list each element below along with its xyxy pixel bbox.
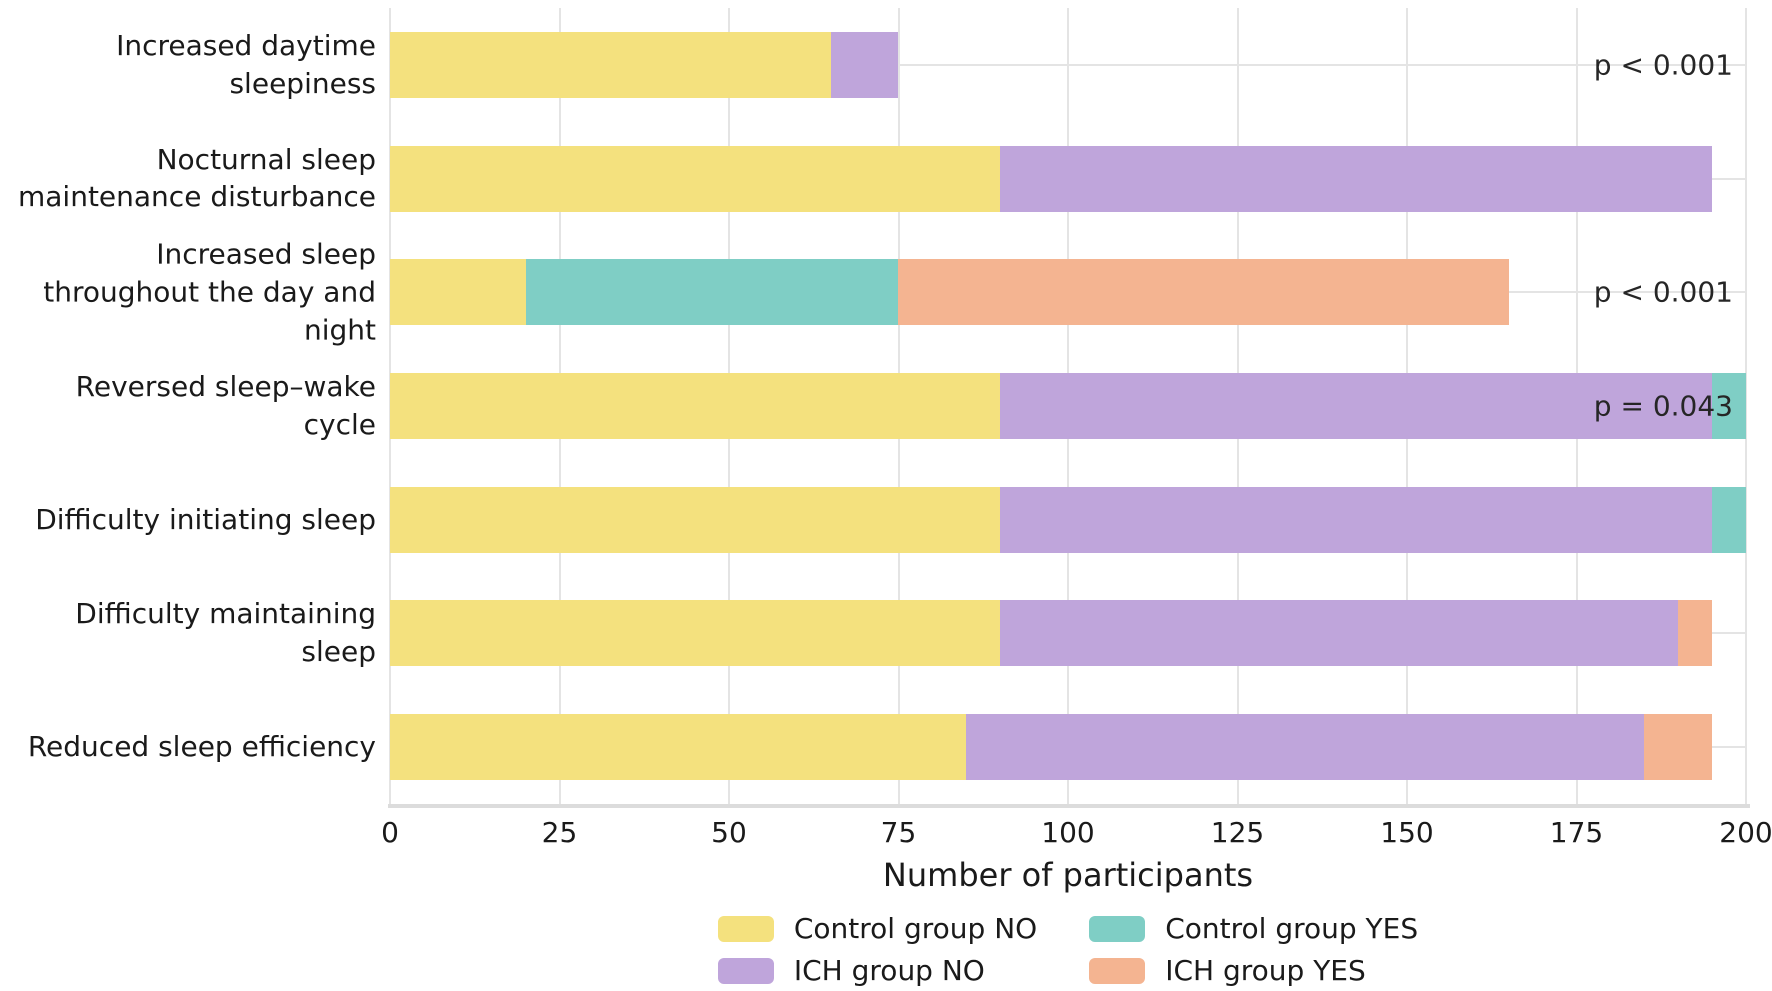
x-tick-label-0: 0 — [381, 816, 399, 849]
legend-item: ICH group YES — [1089, 954, 1418, 987]
x-axis-tick-labels: 0 25 50 75 100 125 150 175 200 — [381, 816, 1772, 856]
x-tick-label-25: 25 — [541, 816, 578, 849]
bar-segment — [1000, 145, 1713, 212]
category-label: Reversed sleep–wake cycle — [75, 370, 376, 441]
legend-label: Control group NO — [793, 912, 1038, 945]
category-label: Difficulty maintaining sleep — [75, 597, 376, 669]
category-label: Reduced sleep efficiency — [27, 730, 376, 764]
category-label: Increased sleep throughout the day and n… — [43, 237, 376, 347]
bar-segment — [1000, 373, 1713, 439]
bar-segment — [898, 259, 1509, 326]
bar-segment — [390, 486, 1001, 553]
bar-row-6 — [390, 714, 1713, 781]
x-tick-label-200: 200 — [1719, 816, 1772, 849]
bar-segment — [390, 31, 831, 98]
bar-segment — [1644, 714, 1713, 781]
legend-swatch-icon — [717, 915, 774, 942]
legend-label: ICH group YES — [1165, 954, 1366, 987]
x-axis-label: Number of participants — [882, 856, 1254, 894]
bar-row-2 — [390, 259, 1509, 326]
category-label: Difficulty initiating sleep — [35, 502, 376, 536]
legend-swatch-icon — [717, 957, 774, 984]
bar-row-1 — [390, 145, 1713, 212]
bar-segment — [390, 600, 1001, 667]
x-tick-label-100: 100 — [1041, 816, 1095, 849]
bar-segment — [830, 31, 899, 98]
bar-segment — [390, 714, 967, 781]
bar-segment — [1712, 486, 1746, 553]
bar-row-0 — [390, 31, 899, 98]
legend-column: Control group NO ICH group NO — [717, 912, 1038, 987]
x-tick-label-175: 175 — [1549, 816, 1604, 849]
p-value-annotation: p < 0.001 — [1593, 48, 1733, 82]
legend-item: Control group YES — [1089, 912, 1418, 945]
p-value-annotation: p < 0.001 — [1593, 275, 1733, 309]
bar-row-3 — [390, 373, 1746, 439]
bar-segment — [1000, 600, 1679, 667]
legend-label: Control group YES — [1165, 912, 1419, 945]
legend-label: ICH group NO — [793, 954, 985, 987]
category-label: Nocturnal sleep maintenance disturbance — [17, 142, 376, 214]
bar-segment — [525, 259, 899, 326]
bar-segment — [1678, 600, 1713, 667]
legend-swatch-icon — [1089, 957, 1146, 984]
category-axis-labels: Increased daytime sleepiness Nocturnal sl… — [0, 8, 376, 804]
gridline-x-200 — [1745, 8, 1747, 804]
gridline-category-0 — [390, 63, 1746, 66]
bar-segment — [1000, 486, 1713, 553]
legend-item: Control group NO — [717, 912, 1038, 945]
x-tick-label-50: 50 — [711, 816, 747, 849]
legend-column: Control group YES ICH group YES — [1089, 912, 1418, 987]
x-tick-label-125: 125 — [1210, 816, 1265, 849]
bar-segment — [966, 714, 1645, 781]
bar-segment — [390, 373, 1001, 439]
legend-item: ICH group NO — [717, 954, 1037, 987]
x-tick-label-75: 75 — [880, 816, 917, 849]
x-tick-label-150: 150 — [1380, 816, 1434, 849]
bar-segment — [390, 145, 1001, 212]
bar-row-5 — [390, 600, 1713, 667]
bar-segment — [390, 259, 526, 326]
legend-swatch-icon — [1089, 915, 1146, 942]
bar-segment — [1712, 373, 1746, 439]
legend: Control group NO ICH group NO Control grou… — [390, 912, 1746, 987]
p-value-annotation: p = 0.043 — [1593, 389, 1733, 423]
plot-area: p < 0.001 p < 0.001 p = 0.043 — [389, 8, 1747, 804]
category-label: Increased daytime sleepiness — [116, 29, 376, 100]
bar-row-4 — [390, 486, 1746, 553]
x-axis-line — [388, 804, 1750, 808]
